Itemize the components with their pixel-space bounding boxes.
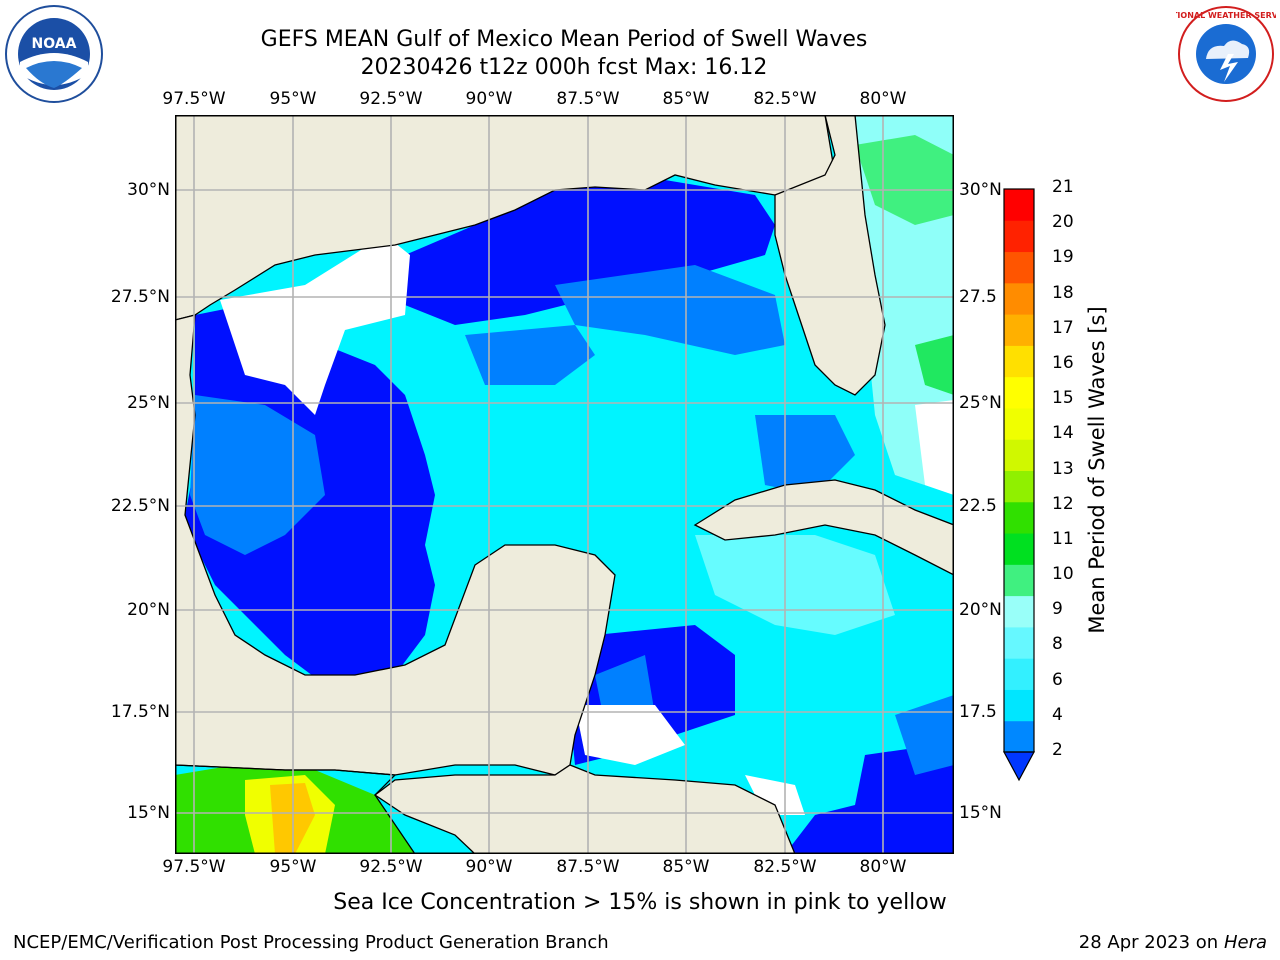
- lat-label-right: 15°N: [959, 803, 1002, 823]
- lon-label-bot: 97.5°W: [162, 857, 226, 877]
- colorbar-tick: 9: [1052, 599, 1063, 620]
- footer-date: 28 Apr 2023 on Hera: [1079, 932, 1267, 953]
- colorbar-extend-min: [1002, 751, 1036, 782]
- swell-mid-4: [755, 415, 855, 495]
- lon-label-bot: 87.5°W: [556, 857, 620, 877]
- noaa-logo-text: NOAA: [32, 36, 77, 52]
- noaa-logo: NOAA: [5, 5, 103, 103]
- footer-org: NCEP/EMC/Verification Post Processing Pr…: [13, 932, 609, 953]
- colorbar-swatch: [1004, 251, 1034, 284]
- colorbar-swatch: [1004, 376, 1034, 409]
- colorbar-label: Mean Period of Swell Waves [s]: [1085, 306, 1109, 634]
- chart-subtitle: 20230426 t12z 000h fcst Max: 16.12: [360, 55, 768, 80]
- lon-label-bot: 85°W: [662, 857, 710, 877]
- colorbar-swatch: [1004, 720, 1034, 753]
- colorbar-tick: 4: [1052, 704, 1063, 725]
- colorbar-tick: 14: [1052, 423, 1074, 444]
- colorbar-tick: 8: [1052, 634, 1063, 655]
- footer-host: Hera: [1223, 932, 1267, 953]
- sea-ice-note: Sea Ice Concentration > 15% is shown in …: [333, 890, 947, 915]
- colorbar-swatch: [1004, 689, 1034, 722]
- swell-green-bahamas: [915, 335, 954, 395]
- colorbar-tick: 10: [1052, 564, 1074, 585]
- colorbar-swatch: [1004, 595, 1034, 628]
- colorbar-tick: 21: [1052, 177, 1074, 197]
- nodata-carib-east: [915, 400, 954, 495]
- svg-text:NATIONAL WEATHER SERVICE: NATIONAL WEATHER SERVICE: [1176, 11, 1276, 20]
- colorbar: [1002, 188, 1036, 782]
- lon-label-top: 97.5°W: [162, 89, 226, 109]
- lat-label-left: 22.5°N: [110, 496, 170, 516]
- colorbar-tick: 19: [1052, 247, 1074, 268]
- lon-label-top: 80°W: [859, 89, 907, 109]
- lon-label-top: 92.5°W: [359, 89, 423, 109]
- colorbar-tick: 2: [1052, 740, 1063, 760]
- land-florida: [774, 115, 886, 396]
- land-central-america: [373, 764, 796, 854]
- graticule: [175, 115, 954, 854]
- colorbar-swatch: [1004, 345, 1034, 378]
- lat-label-left: 27.5°N: [110, 287, 170, 307]
- lat-label-right: 25°N: [959, 393, 1002, 413]
- nws-logo: NATIONAL WEATHER SERVICE: [1176, 6, 1276, 102]
- swell-dark-east: [785, 745, 954, 854]
- lon-label-top: 85°W: [662, 89, 710, 109]
- footer-date-text: 28 Apr 2023 on: [1078, 932, 1219, 953]
- land-mexico: [175, 314, 616, 776]
- lon-label-top: 90°W: [465, 89, 513, 109]
- colorbar-swatch: [1004, 189, 1034, 221]
- colorbar-tick: 13: [1052, 458, 1074, 479]
- swell-mid-3: [555, 265, 785, 355]
- lon-label-top: 82.5°W: [753, 89, 817, 109]
- nodata-texas-shelf: [220, 235, 410, 415]
- colorbar-swatch: [1004, 470, 1034, 503]
- colorbar-tick: 11: [1052, 528, 1074, 549]
- swell-mid-1: [190, 395, 325, 555]
- lon-label-bot: 90°W: [465, 857, 513, 877]
- chart-title: GEFS MEAN Gulf of Mexico Mean Period of …: [260, 27, 868, 52]
- colorbar-tick: 20: [1052, 212, 1074, 233]
- lat-label-left: 25°N: [127, 393, 170, 413]
- swell-green-atlantic: [855, 135, 954, 225]
- nodata-yucatan-south: [575, 705, 685, 765]
- colorbar-tick: 6: [1052, 669, 1063, 690]
- lon-label-top: 95°W: [269, 89, 317, 109]
- lon-label-bot: 92.5°W: [359, 857, 423, 877]
- colorbar-swatch: [1004, 282, 1034, 315]
- lon-label-bot: 80°W: [859, 857, 907, 877]
- swell-dark-north: [405, 175, 775, 325]
- lat-label-left: 17.5°N: [110, 702, 170, 722]
- colorbar-swatch: [1004, 658, 1034, 690]
- colorbar-tick: 16: [1052, 352, 1074, 373]
- lat-label-left: 15°N: [127, 803, 170, 823]
- colorbar-swatch: [1004, 533, 1034, 565]
- lat-label-right: 27.5: [959, 287, 997, 307]
- lon-label-top: 87.5°W: [556, 89, 620, 109]
- lat-label-left: 30°N: [127, 180, 170, 200]
- lon-label-bot: 82.5°W: [753, 857, 817, 877]
- colorbar-swatch: [1004, 439, 1034, 471]
- colorbar-swatch: [1004, 501, 1034, 534]
- lat-label-right: 17.5: [959, 702, 997, 722]
- colorbar-tick: 15: [1052, 388, 1074, 409]
- lon-label-bot: 95°W: [269, 857, 317, 877]
- colorbar-tick: 17: [1052, 317, 1074, 338]
- lat-label-right: 22.5: [959, 496, 997, 516]
- colorbar-swatch: [1004, 407, 1034, 440]
- colorbar-swatch: [1004, 220, 1034, 253]
- swell-mid-2: [465, 325, 595, 385]
- colorbar-tick: 12: [1052, 493, 1074, 514]
- colorbar-swatch: [1004, 626, 1034, 659]
- colorbar-tick: 18: [1052, 282, 1074, 303]
- land-cuba: [693, 479, 954, 576]
- colorbar-swatch: [1004, 314, 1034, 346]
- lat-label-left: 20°N: [127, 600, 170, 620]
- lat-label-right: 30°N: [959, 180, 1002, 200]
- colorbar-swatch: [1004, 564, 1034, 597]
- swell-mid-5: [895, 695, 954, 775]
- lat-label-right: 20°N: [959, 600, 1002, 620]
- map-panel: [175, 115, 954, 854]
